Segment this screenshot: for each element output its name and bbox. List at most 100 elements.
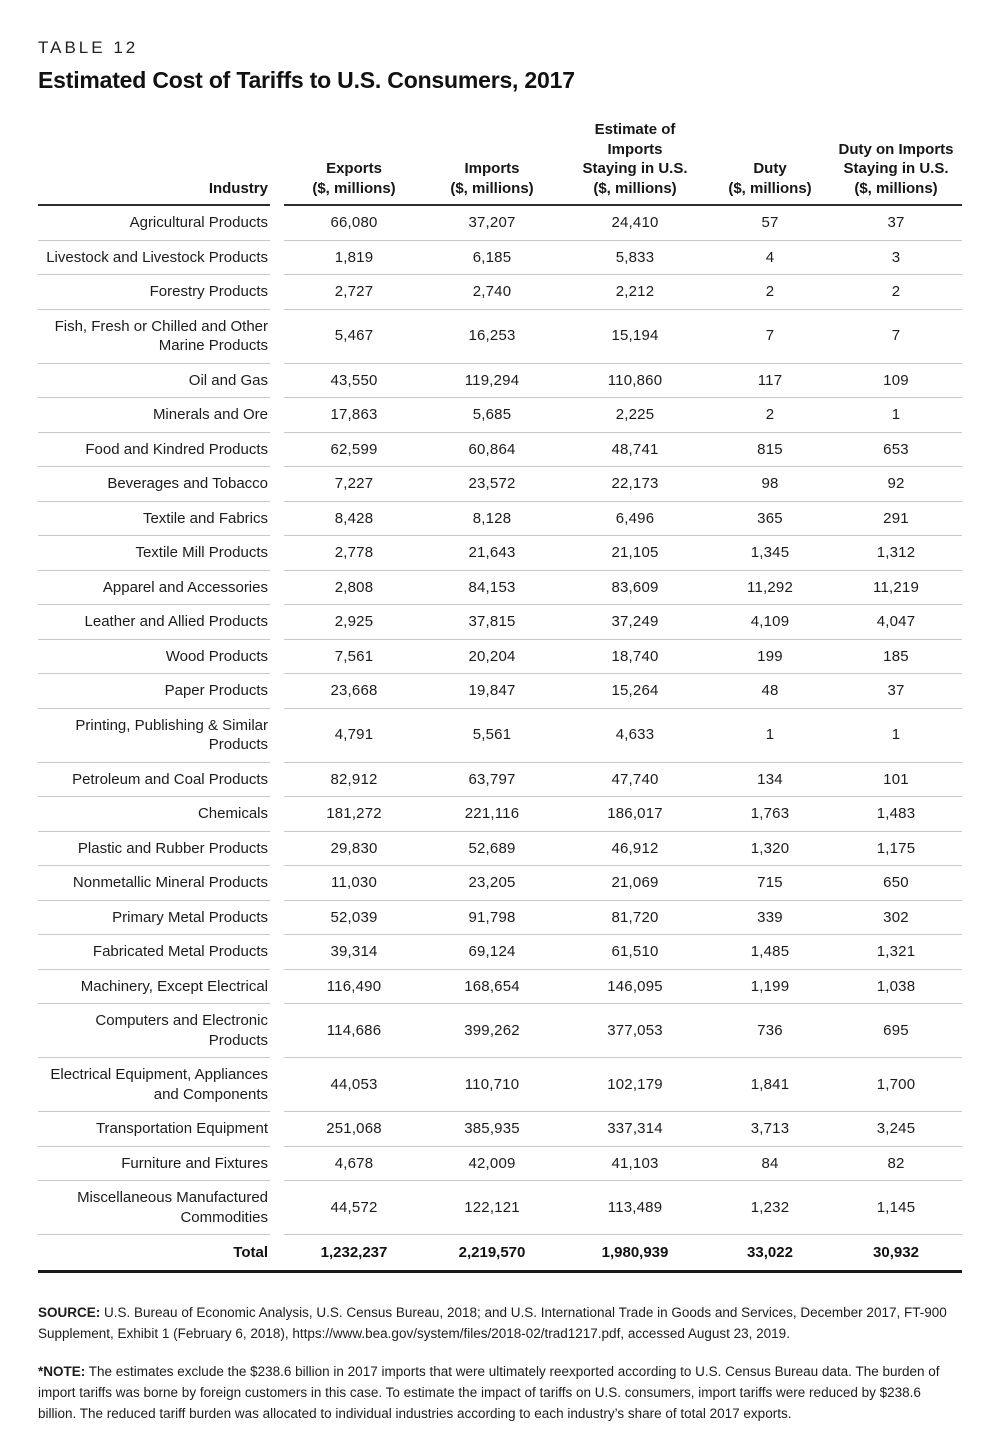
column-gap xyxy=(270,275,284,310)
imports-cell: 52,689 xyxy=(424,831,560,866)
table-row: Paper Products 23,668 19,847 15,264 48 3… xyxy=(38,673,962,709)
duty-cell: 715 xyxy=(710,865,830,901)
imports-cell: 60,864 xyxy=(424,432,560,467)
duty-staying-cell: 1,175 xyxy=(830,831,962,866)
industry-cell: Transportation Equipment xyxy=(38,1111,270,1147)
duty-cell: 134 xyxy=(710,762,830,797)
duty-cell: 11,292 xyxy=(710,570,830,605)
imports-staying-cell: 24,410 xyxy=(560,205,710,241)
imports-cell: 42,009 xyxy=(424,1146,560,1181)
imports-cell: 20,204 xyxy=(424,639,560,674)
imports-cell: 21,643 xyxy=(424,535,560,571)
imports-staying-cell: 4,633 xyxy=(560,708,710,763)
duty-staying-cell: 109 xyxy=(830,363,962,398)
imports-cell: 63,797 xyxy=(424,762,560,797)
duty-staying-cell: 1,038 xyxy=(830,969,962,1004)
column-gap xyxy=(270,501,284,536)
column-gap xyxy=(270,240,284,275)
exports-cell: 29,830 xyxy=(284,831,424,866)
duty-staying-cell: 291 xyxy=(830,501,962,536)
column-gap xyxy=(270,1146,284,1181)
imports-staying-cell: 15,264 xyxy=(560,673,710,709)
industry-cell: Computers and Electronic Products xyxy=(38,1003,270,1058)
imports-cell: 168,654 xyxy=(424,969,560,1004)
imports-staying-cell: 22,173 xyxy=(560,466,710,502)
column-gap xyxy=(270,309,284,363)
imports-staying-cell: 47,740 xyxy=(560,762,710,797)
imports-staying-cell: 102,179 xyxy=(560,1057,710,1112)
duty-cell: 48 xyxy=(710,673,830,709)
column-header-duty-staying: Duty on Imports Staying in U.S. ($, mill… xyxy=(830,120,962,206)
duty-staying-cell: 653 xyxy=(830,432,962,467)
table-label: TABLE 12 xyxy=(38,38,139,57)
industry-cell: Nonmetallic Mineral Products xyxy=(38,865,270,901)
industry-cell: Paper Products xyxy=(38,673,270,709)
imports-staying-cell: 5,833 xyxy=(560,240,710,275)
imports-cell: 385,935 xyxy=(424,1111,560,1147)
table-row: Electrical Equipment, Appliances and Com… xyxy=(38,1057,962,1112)
total-imports-staying: 1,980,939 xyxy=(560,1234,710,1273)
column-header-industry: Industry xyxy=(38,120,270,206)
imports-staying-cell: 48,741 xyxy=(560,432,710,467)
imports-cell: 16,253 xyxy=(424,309,560,364)
table-row: Plastic and Rubber Products 29,830 52,68… xyxy=(38,831,962,866)
column-gap xyxy=(270,708,284,762)
imports-staying-cell: 81,720 xyxy=(560,900,710,935)
duty-cell: 1,345 xyxy=(710,535,830,571)
table-row: Furniture and Fixtures 4,678 42,009 41,1… xyxy=(38,1146,962,1181)
imports-staying-cell: 377,053 xyxy=(560,1003,710,1058)
duty-staying-cell: 37 xyxy=(830,673,962,709)
duty-staying-cell: 1 xyxy=(830,397,962,433)
table-row: Agricultural Products 66,080 37,207 24,4… xyxy=(38,205,962,241)
total-row: Total 1,232,237 2,219,570 1,980,939 33,0… xyxy=(38,1234,962,1273)
duty-staying-cell: 4,047 xyxy=(830,604,962,640)
duty-staying-cell: 695 xyxy=(830,1003,962,1058)
industry-cell: Electrical Equipment, Appliances and Com… xyxy=(38,1057,270,1112)
column-gap xyxy=(270,866,284,901)
column-gap xyxy=(270,205,284,240)
table-body: Agricultural Products 66,080 37,207 24,4… xyxy=(38,205,962,1235)
duty-cell: 1,199 xyxy=(710,969,830,1004)
duty-cell: 1,841 xyxy=(710,1057,830,1112)
industry-cell: Printing, Publishing & Similar Products xyxy=(38,708,270,763)
table-row: Food and Kindred Products 62,599 60,864 … xyxy=(38,432,962,467)
imports-cell: 91,798 xyxy=(424,900,560,935)
exports-cell: 39,314 xyxy=(284,934,424,970)
duty-staying-cell: 82 xyxy=(830,1146,962,1181)
column-gap xyxy=(270,969,284,1004)
industry-cell: Fish, Fresh or Chilled and Other Marine … xyxy=(38,309,270,364)
imports-staying-cell: 113,489 xyxy=(560,1180,710,1235)
imports-staying-cell: 6,496 xyxy=(560,501,710,536)
source-text: U.S. Bureau of Economic Analysis, U.S. C… xyxy=(38,1305,947,1341)
exports-cell: 181,272 xyxy=(284,796,424,832)
table-row: Beverages and Tobacco 7,227 23,572 22,17… xyxy=(38,466,962,502)
exports-cell: 4,791 xyxy=(284,708,424,763)
exports-cell: 23,668 xyxy=(284,673,424,709)
duty-staying-cell: 11,219 xyxy=(830,570,962,605)
column-gap xyxy=(270,467,284,502)
duty-cell: 736 xyxy=(710,1003,830,1058)
exports-cell: 116,490 xyxy=(284,969,424,1004)
table-row: Oil and Gas 43,550 119,294 110,860 117 1… xyxy=(38,363,962,398)
duty-cell: 7 xyxy=(710,309,830,364)
exports-cell: 43,550 xyxy=(284,363,424,398)
duty-staying-cell: 92 xyxy=(830,466,962,502)
duty-cell: 4,109 xyxy=(710,604,830,640)
table-row: Computers and Electronic Products 114,68… xyxy=(38,1003,962,1058)
duty-cell: 339 xyxy=(710,900,830,935)
imports-cell: 23,572 xyxy=(424,466,560,502)
exports-cell: 44,572 xyxy=(284,1180,424,1235)
exports-cell: 66,080 xyxy=(284,205,424,241)
table-row: Miscellaneous Manufactured Commodities 4… xyxy=(38,1180,962,1235)
exports-cell: 2,727 xyxy=(284,274,424,310)
total-label: Total xyxy=(38,1234,270,1273)
industry-cell: Miscellaneous Manufactured Commodities xyxy=(38,1180,270,1235)
industry-cell: Plastic and Rubber Products xyxy=(38,831,270,866)
duty-cell: 84 xyxy=(710,1146,830,1181)
exports-cell: 4,678 xyxy=(284,1146,424,1181)
exports-cell: 82,912 xyxy=(284,762,424,797)
exports-cell: 44,053 xyxy=(284,1057,424,1112)
imports-staying-cell: 2,225 xyxy=(560,397,710,433)
exports-cell: 251,068 xyxy=(284,1111,424,1147)
